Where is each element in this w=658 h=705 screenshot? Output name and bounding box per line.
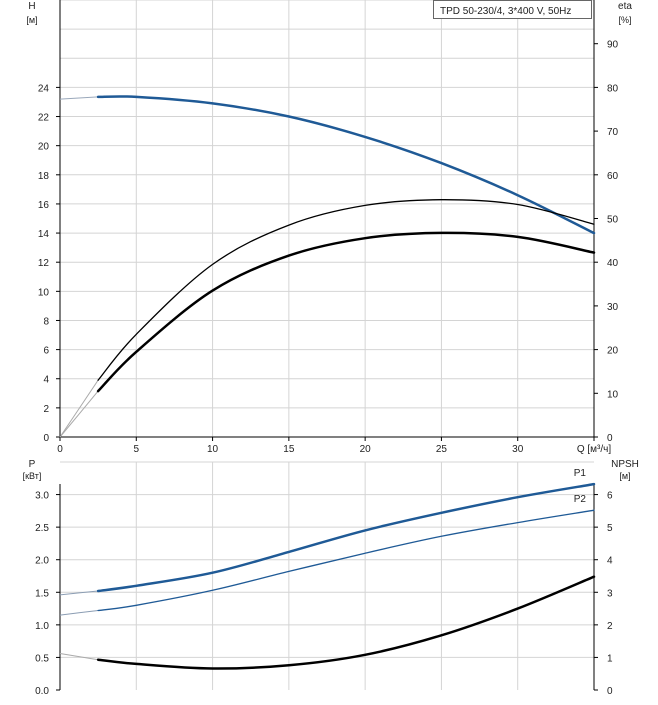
bottom-right-tick-label: 2 (607, 621, 613, 632)
npsh-curve-extrapolated (59, 653, 99, 661)
x-tick-label: 5 (134, 444, 140, 455)
top-left-tick-label: 22 (38, 113, 50, 124)
x-tick-label: 30 (512, 444, 524, 455)
series-label-p2: P2 (574, 494, 587, 505)
top-right-tick-label: 70 (607, 127, 619, 138)
top-right-tick-label: 60 (607, 171, 619, 182)
top-left-tick-label: 20 (38, 142, 50, 153)
bottom-left-tick-label: 2.5 (35, 523, 49, 534)
top-left-tick-label: 14 (38, 229, 50, 240)
top-left-tick-label: 2 (43, 404, 49, 415)
npsh-curve (96, 575, 596, 670)
bottom-left-tick-label: 0.5 (35, 653, 49, 664)
top-left-tick-label: 4 (43, 375, 49, 386)
bottom-right-tick-label: 0 (607, 686, 613, 697)
chart-title: TPD 50-230/4, 3*400 V, 50Hz (440, 6, 571, 17)
bottom-right-tick-label: 1 (607, 653, 613, 664)
right-axis-name-eta: eta (618, 1, 632, 12)
power-curve-extrapolated (59, 590, 99, 596)
top-right-tick-label: 80 (607, 83, 619, 94)
power2-curve-extrapolated (59, 610, 99, 616)
top-left-tick-label: 8 (43, 316, 49, 327)
top-right-tick-label: 50 (607, 215, 619, 226)
bottom-right-tick-label: 6 (607, 491, 613, 502)
head-curve (96, 95, 596, 235)
series-label-p1: P1 (574, 468, 587, 479)
top-left-tick-label: 12 (38, 258, 50, 269)
top-horizontal-grid (60, 0, 594, 409)
left-axis-name-p: P (29, 459, 36, 470)
top-right-tick-label: 10 (607, 389, 619, 400)
top-left-tick-label: 18 (38, 171, 50, 182)
top-right-tick-label: 0 (607, 433, 613, 444)
bottom-right-tick-label: 4 (607, 556, 613, 567)
bottom-right-tick-label: 3 (607, 588, 613, 599)
bottom-left-tick-label: 1.5 (35, 588, 49, 599)
top-vertical-grid (135, 0, 519, 437)
eta-curve (96, 231, 596, 393)
left-axis-unit-p: [кВт] (23, 471, 42, 481)
right-axis-unit-npsh: [м] (619, 471, 630, 481)
x-tick-label: 10 (207, 444, 219, 455)
left-axis-unit-h: [м] (26, 15, 37, 25)
top-right-tick-label: 20 (607, 346, 619, 357)
eta-curve-extrapolated (59, 390, 99, 438)
top-left-tick-label: 24 (38, 83, 50, 94)
bottom-left-tick-label: 2.0 (35, 556, 49, 567)
top-left-tick-label: 10 (38, 287, 50, 298)
eta-upper-curve (97, 199, 595, 381)
x-tick-label: 25 (436, 444, 448, 455)
right-axis-unit-eta: [%] (618, 15, 631, 25)
top-left-tick-label: 0 (43, 433, 49, 444)
x-tick-label: 15 (283, 444, 295, 455)
x-tick-label: 20 (360, 444, 372, 455)
title-box (433, 0, 592, 19)
power2-curve (97, 509, 595, 612)
x-axis-label: Q [м³/ч] (577, 444, 612, 455)
bottom-horizontal-grid (60, 461, 594, 658)
bottom-left-tick-label: 3.0 (35, 491, 49, 502)
bottom-left-tick-label: 0.0 (35, 686, 49, 697)
top-left-tick-label: 6 (43, 346, 49, 357)
top-right-tick-label: 30 (607, 302, 619, 313)
top-right-tick-label: 90 (607, 40, 619, 51)
right-axis-name-npsh: NPSH (611, 459, 639, 470)
bottom-right-tick-label: 5 (607, 523, 613, 534)
power-curve (96, 482, 596, 593)
bottom-left-tick-label: 1.0 (35, 621, 49, 632)
left-axis-name-h: H (28, 1, 35, 12)
x-tick-label: 0 (57, 444, 63, 455)
top-left-tick-label: 16 (38, 200, 50, 211)
head-curve-extrapolated (59, 96, 99, 100)
top-right-tick-label: 40 (607, 258, 619, 269)
bottom-vertical-grid (135, 462, 519, 690)
